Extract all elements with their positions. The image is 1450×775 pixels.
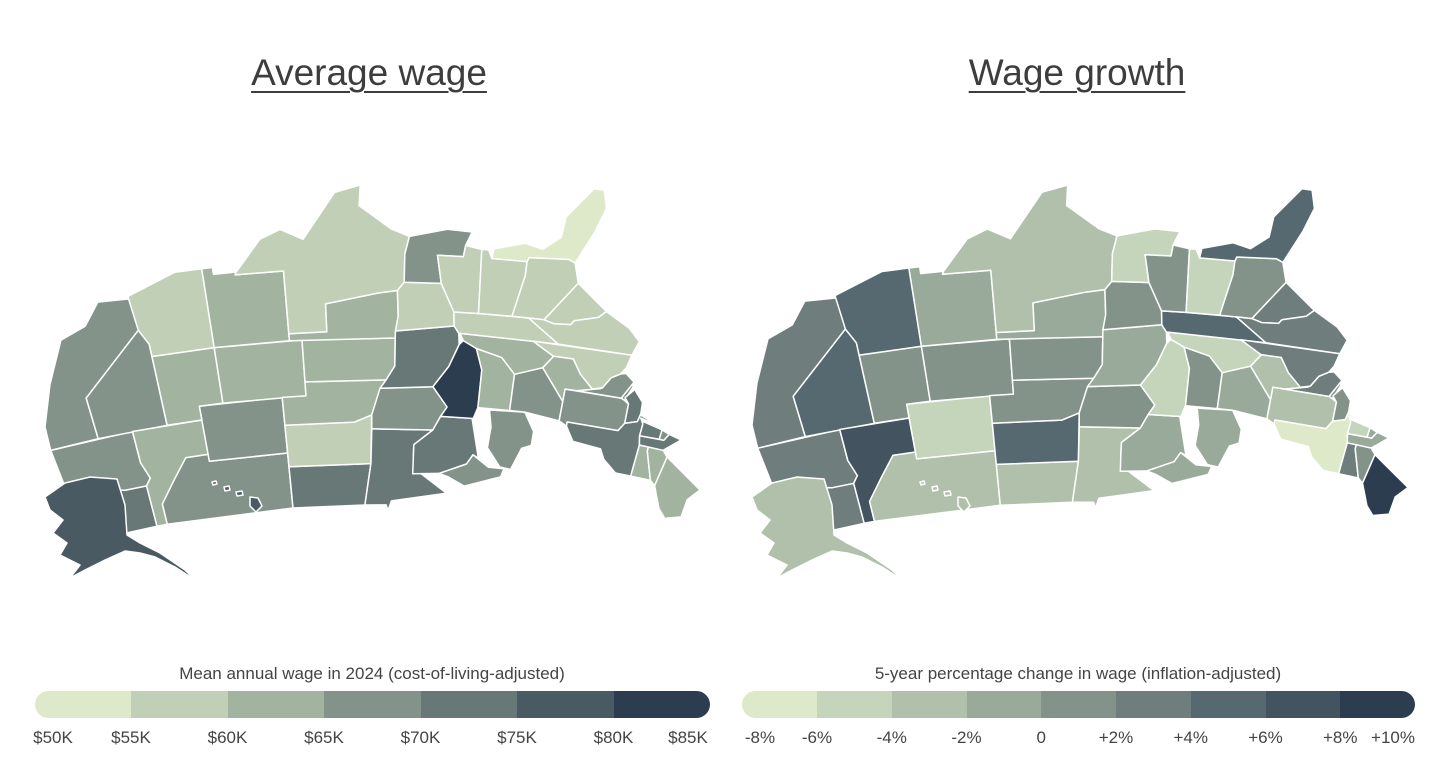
state-wy (905, 394, 996, 460)
state-tx (234, 184, 411, 335)
legend-tick-label: +2% (1098, 728, 1134, 747)
average-wage-map (44, 184, 701, 581)
wage-growth-map (751, 184, 1409, 581)
legend-tick-label: $80K (593, 728, 634, 747)
legend-tick-label: -6% (801, 728, 833, 747)
average-wage-title: Average wage (251, 52, 487, 93)
legend-swatch (966, 691, 1042, 718)
state-tx (941, 184, 1118, 334)
wage-legend-title: Mean annual wage in 2024 (cost-of-living… (179, 664, 565, 683)
legend-tick-label: $75K (497, 728, 537, 747)
state-ms (1144, 244, 1191, 314)
state-mi (1145, 407, 1243, 485)
legend-tick-label: $70K (400, 728, 441, 747)
state-ak (44, 476, 196, 581)
state-wy (198, 396, 289, 463)
legend-tick-label: -4% (876, 728, 907, 747)
state-co (213, 339, 307, 404)
state-nm (908, 266, 998, 348)
state-ks (301, 337, 396, 383)
state-ct (1346, 418, 1371, 438)
wage-growth-title: Wage growth (968, 52, 1186, 93)
legend-swatch (131, 691, 228, 718)
state-ct (638, 420, 663, 441)
state-me (1361, 453, 1409, 517)
legend-swatch (1265, 691, 1341, 718)
legend-swatch (613, 691, 710, 718)
state-hi (919, 480, 971, 513)
legend-tick-label: +8% (1323, 728, 1358, 747)
legend-swatch (517, 691, 614, 718)
legend-swatch (742, 691, 817, 718)
legend-tick-label: 0 (1036, 728, 1046, 747)
legend-swatch (1041, 691, 1116, 718)
legend-swatch (1116, 691, 1191, 718)
state-me (653, 456, 701, 520)
legend-tick-label: +4% (1173, 728, 1209, 747)
legend-tick-label: $60K (207, 728, 248, 747)
state-mi (438, 409, 535, 487)
state-co (920, 337, 1015, 403)
state-nm (200, 266, 291, 349)
legend-tick-label: +10% (1371, 728, 1415, 747)
legend-tick-label: $55K (111, 728, 151, 747)
legend-tick-label: -2% (951, 728, 982, 747)
state-fl (491, 187, 608, 264)
state-nd (995, 460, 1080, 507)
legend-swatch (324, 691, 421, 718)
state-ms (436, 244, 483, 315)
state-hi (211, 480, 263, 513)
legend-swatch (1190, 691, 1266, 718)
legend-tick-label: -8% (744, 728, 776, 747)
legend-tick-label: +6% (1248, 728, 1283, 747)
legend-swatch (891, 691, 967, 718)
state-ak (751, 476, 903, 581)
legend-tick-label: $50K (33, 728, 73, 747)
state-ks (1008, 335, 1104, 381)
legend-swatch (817, 691, 892, 718)
wage-legend-bar (35, 691, 710, 718)
state-fl (1198, 187, 1316, 264)
legend-tick-label: $65K (304, 728, 344, 747)
legend-swatch (35, 691, 131, 718)
state-nd (288, 462, 372, 509)
legend-swatch (1340, 691, 1415, 718)
legend-swatch (227, 691, 324, 718)
legend-swatch (420, 691, 517, 718)
growth-legend-title: 5-year percentage change in wage (inflat… (874, 664, 1282, 683)
growth-legend-bar (742, 691, 1415, 718)
legend-tick-label: $85K (668, 728, 708, 747)
